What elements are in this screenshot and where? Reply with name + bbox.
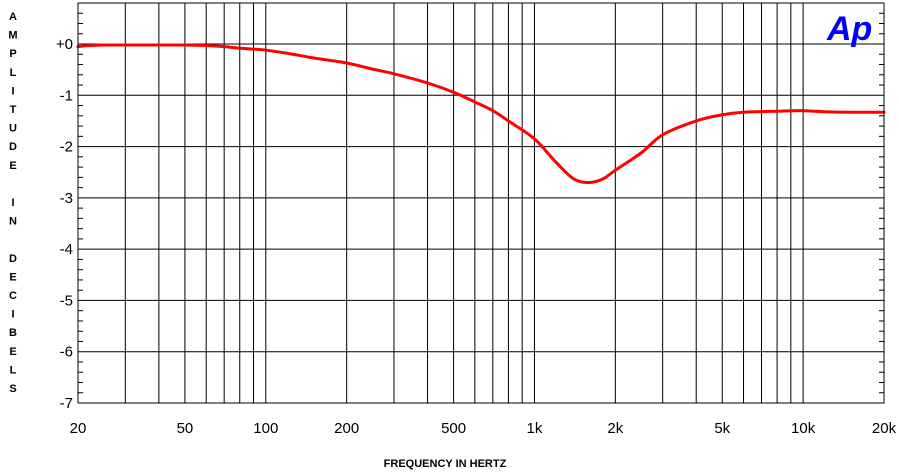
y-tick-label: -5 <box>60 292 73 309</box>
y-label-letter: U <box>9 123 17 135</box>
y-label-letter: P <box>9 48 16 60</box>
plot-frame <box>77 2 885 404</box>
y-tick-label: -4 <box>60 241 73 258</box>
y-label-letter: L <box>10 364 17 376</box>
x-tick-label: 5k <box>714 420 730 437</box>
y-tick-label: -3 <box>60 190 73 207</box>
y-label-letter: E <box>9 271 16 283</box>
x-tick-label: 2k <box>607 420 623 437</box>
y-label-letter: T <box>10 104 17 116</box>
y-label-letter: I <box>11 197 14 209</box>
x-tick-label: 50 <box>177 420 194 437</box>
y-label-letter: E <box>9 346 16 358</box>
x-tick-label: 10k <box>791 420 816 437</box>
x-tick-labels: 20 50 100 200 500 1k 2k 5k 10k 20k <box>70 420 897 437</box>
x-tick-label: 1k <box>527 420 543 437</box>
y-tick-label: -6 <box>60 344 73 361</box>
x-tick-label: 100 <box>253 420 278 437</box>
y-tick-labels: +0 -1 -2 -3 -4 -5 -6 -7 <box>56 36 73 412</box>
x-tick-label: 200 <box>334 420 359 437</box>
y-label-letter: S <box>9 383 16 395</box>
ap-logo: Ap <box>826 10 872 48</box>
x-tick-label: 20 <box>70 420 87 437</box>
y-label-letter: I <box>11 309 14 321</box>
y-label-letter: L <box>10 67 17 79</box>
response-curve <box>76 43 886 184</box>
y-label-letter: A <box>9 11 17 23</box>
series-layer <box>76 43 886 184</box>
y-tick-label: -2 <box>60 139 73 156</box>
y-tick-label: -7 <box>60 395 73 412</box>
x-axis-label: FREQUENCY IN HERTZ <box>384 458 507 470</box>
y-label-letter: D <box>9 253 17 265</box>
x-tick-label: 500 <box>441 420 466 437</box>
y-tick-label: +0 <box>56 36 73 53</box>
y-label-letter: E <box>9 160 16 172</box>
y-label-letter: D <box>9 141 17 153</box>
y-label-letter: B <box>9 327 17 339</box>
y-tick-label: -1 <box>60 87 73 104</box>
grid-lines <box>78 3 884 403</box>
y-label-letter: I <box>11 85 14 97</box>
x-tick-label: 20k <box>872 420 897 437</box>
y-label-letter: N <box>9 216 17 228</box>
y-label-letter: C <box>9 290 17 302</box>
y-label-letter: M <box>8 30 17 42</box>
